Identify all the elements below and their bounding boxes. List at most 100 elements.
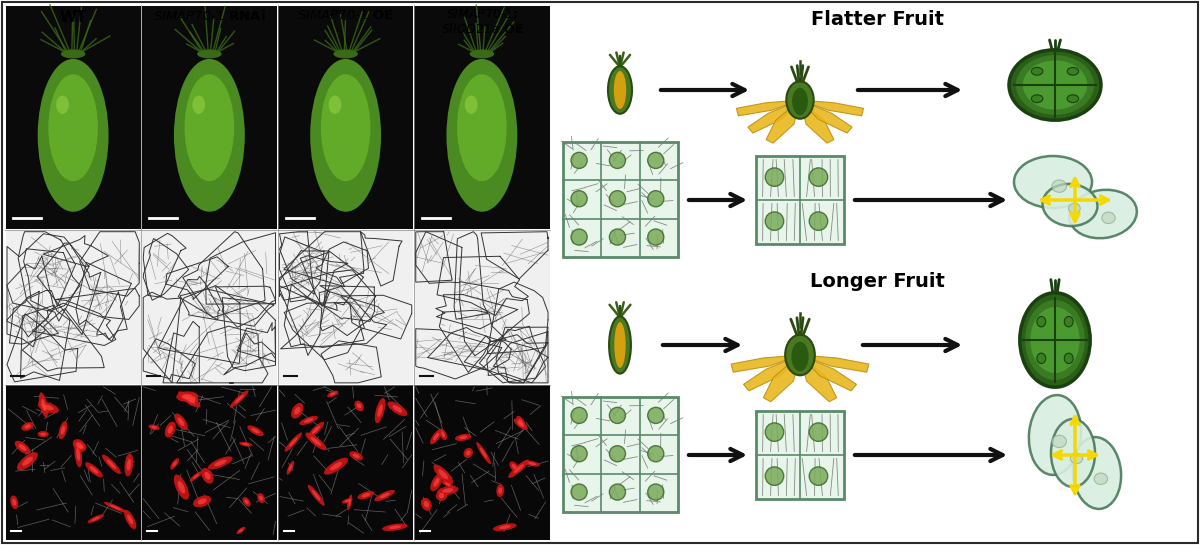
Ellipse shape <box>792 88 808 115</box>
Ellipse shape <box>125 453 133 476</box>
Ellipse shape <box>1073 437 1121 509</box>
Ellipse shape <box>571 191 587 207</box>
Ellipse shape <box>191 396 196 403</box>
Ellipse shape <box>61 426 65 435</box>
Ellipse shape <box>19 444 26 451</box>
Ellipse shape <box>178 481 185 493</box>
Ellipse shape <box>174 414 187 431</box>
Ellipse shape <box>438 469 448 480</box>
Ellipse shape <box>307 422 324 438</box>
Ellipse shape <box>17 452 38 470</box>
Ellipse shape <box>613 71 626 109</box>
Ellipse shape <box>208 456 233 470</box>
Ellipse shape <box>809 467 828 486</box>
Ellipse shape <box>239 529 244 532</box>
Ellipse shape <box>91 517 100 521</box>
Ellipse shape <box>509 462 518 472</box>
Ellipse shape <box>85 462 103 477</box>
Ellipse shape <box>185 74 234 181</box>
Ellipse shape <box>41 433 46 435</box>
Text: WT: WT <box>60 10 86 25</box>
Ellipse shape <box>287 461 294 475</box>
Ellipse shape <box>1052 180 1067 192</box>
Ellipse shape <box>22 422 34 431</box>
Ellipse shape <box>528 462 536 465</box>
Ellipse shape <box>497 484 504 497</box>
Ellipse shape <box>127 459 131 471</box>
Polygon shape <box>800 100 864 116</box>
Ellipse shape <box>76 444 86 451</box>
Ellipse shape <box>1064 353 1073 364</box>
Ellipse shape <box>174 475 188 500</box>
Ellipse shape <box>1052 435 1067 447</box>
Ellipse shape <box>22 457 32 466</box>
Ellipse shape <box>353 453 360 458</box>
Text: $\it{SlIQD21a}$ OE: $\it{SlIQD21a}$ OE <box>440 21 523 36</box>
Ellipse shape <box>14 441 30 454</box>
Ellipse shape <box>610 484 625 500</box>
Polygon shape <box>748 100 800 133</box>
Ellipse shape <box>358 491 374 499</box>
Ellipse shape <box>168 426 173 434</box>
Text: Flatter Fruit: Flatter Fruit <box>811 10 944 29</box>
Ellipse shape <box>192 95 205 114</box>
Ellipse shape <box>439 429 446 440</box>
Ellipse shape <box>176 391 198 402</box>
Ellipse shape <box>1037 317 1045 327</box>
Ellipse shape <box>320 74 371 181</box>
Ellipse shape <box>1094 473 1108 485</box>
Ellipse shape <box>766 423 784 441</box>
Ellipse shape <box>173 461 176 467</box>
Ellipse shape <box>389 525 401 529</box>
Ellipse shape <box>1070 453 1082 464</box>
Ellipse shape <box>443 488 454 493</box>
Ellipse shape <box>288 464 293 471</box>
Ellipse shape <box>809 212 828 231</box>
Ellipse shape <box>344 500 350 502</box>
Ellipse shape <box>439 493 444 498</box>
Ellipse shape <box>88 514 104 523</box>
Ellipse shape <box>518 419 523 426</box>
Ellipse shape <box>1067 68 1079 75</box>
Polygon shape <box>737 100 800 116</box>
Ellipse shape <box>433 433 439 440</box>
Bar <box>278 5 413 229</box>
Ellipse shape <box>388 402 407 416</box>
Bar <box>756 156 844 244</box>
Ellipse shape <box>648 191 664 207</box>
Ellipse shape <box>310 59 382 211</box>
Ellipse shape <box>239 442 252 446</box>
Bar <box>414 385 550 540</box>
Ellipse shape <box>214 459 227 466</box>
Ellipse shape <box>463 448 473 458</box>
Ellipse shape <box>347 494 352 510</box>
Bar <box>756 411 844 499</box>
Bar <box>142 385 277 540</box>
Ellipse shape <box>59 421 67 439</box>
Ellipse shape <box>1051 419 1096 487</box>
Ellipse shape <box>11 495 18 509</box>
Ellipse shape <box>252 428 259 433</box>
Ellipse shape <box>424 501 430 507</box>
Ellipse shape <box>342 498 353 504</box>
Ellipse shape <box>178 417 185 426</box>
Ellipse shape <box>610 229 625 245</box>
Ellipse shape <box>457 74 506 181</box>
Ellipse shape <box>480 447 487 458</box>
Ellipse shape <box>124 510 137 529</box>
Polygon shape <box>800 355 836 402</box>
Ellipse shape <box>184 395 194 403</box>
Polygon shape <box>763 355 800 402</box>
Text: Longer Fruit: Longer Fruit <box>810 272 944 291</box>
Bar <box>414 230 550 384</box>
Ellipse shape <box>284 433 302 452</box>
Ellipse shape <box>498 487 503 494</box>
Bar <box>278 230 413 384</box>
Ellipse shape <box>809 168 828 186</box>
Ellipse shape <box>1014 156 1092 208</box>
Ellipse shape <box>516 416 526 429</box>
Ellipse shape <box>73 439 86 452</box>
Ellipse shape <box>514 464 524 473</box>
Ellipse shape <box>356 403 361 409</box>
Ellipse shape <box>1102 212 1115 223</box>
